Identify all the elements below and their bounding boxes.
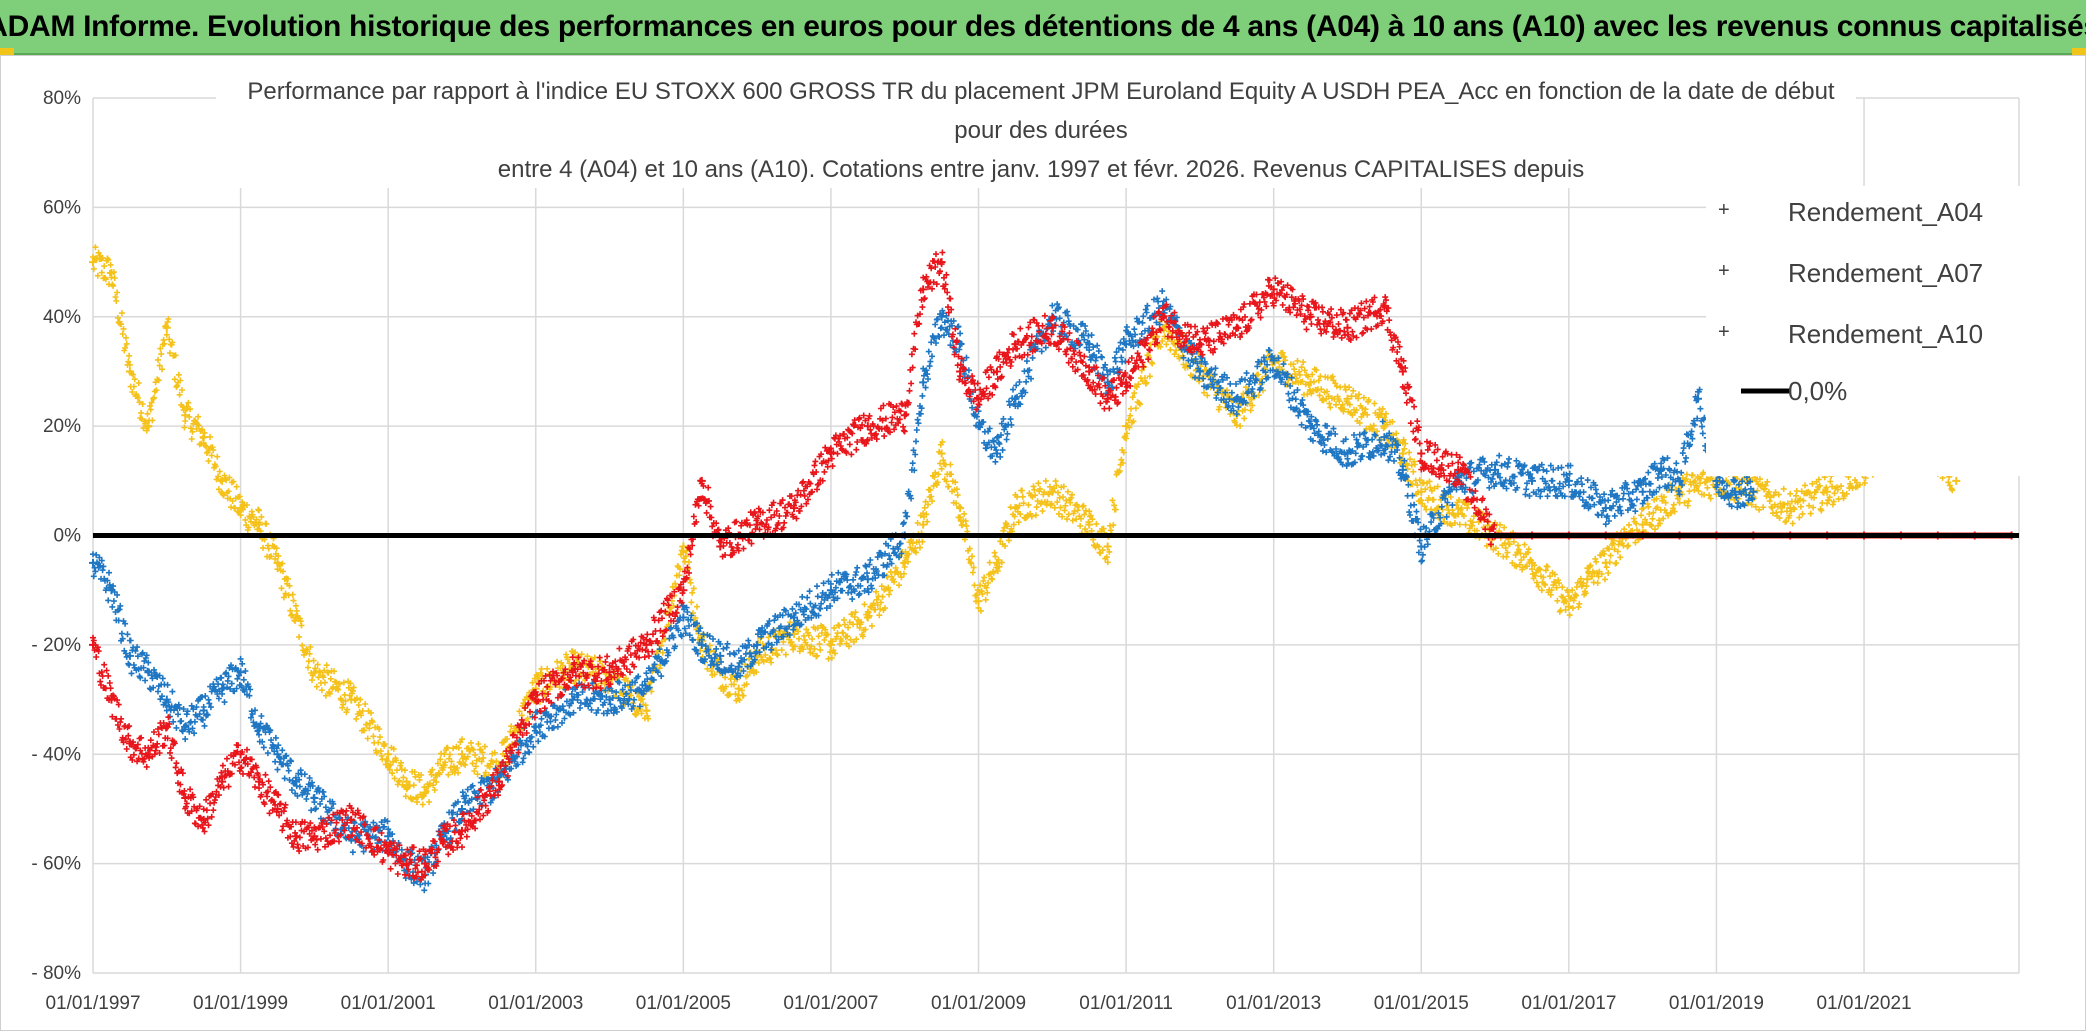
- series-a04: [89, 244, 1961, 808]
- legend-label-a04: Rendement_A04: [1788, 197, 1983, 227]
- y-tick-label: 0%: [54, 526, 82, 547]
- point-a04: [790, 629, 799, 638]
- legend-marker-a04: +: [1718, 199, 1730, 221]
- x-tick-label: 01/01/2001: [341, 993, 436, 1014]
- report-title: ADAM Informe. Evolution historique des p…: [0, 9, 2086, 43]
- chart-title-line-1: Performance par rapport à l'indice EU ST…: [247, 78, 1835, 105]
- banner-corner-left: [0, 48, 14, 55]
- y-tick-label: 80%: [43, 88, 81, 109]
- point-a04: [1952, 476, 1961, 485]
- x-tick-label: 01/01/1997: [45, 993, 140, 1014]
- point-a04: [679, 542, 688, 551]
- performance-chart: 80% 60% 40% 20% 0% - 20% - 40% - 60% - 80% 01/01/…: [31, 58, 2036, 1014]
- point-a10: [863, 422, 872, 431]
- x-tick-label: 01/01/2021: [1816, 993, 1911, 1014]
- x-tick-label: 01/01/2013: [1226, 993, 1321, 1014]
- y-tick-label: 60%: [43, 197, 81, 218]
- chart-legend: + Rendement_A04 + Rendement_A07 + Rendem…: [1706, 186, 2036, 476]
- chart-title-line-2: pour des durées: [954, 117, 1127, 144]
- chart-title-line-3: entre 4 (A04) et 10 ans (A10). Cotations…: [498, 156, 1584, 183]
- x-tick-label: 01/01/2003: [488, 993, 583, 1014]
- point-a04: [125, 367, 134, 376]
- x-tick-label: 01/01/2005: [636, 993, 731, 1014]
- point-a07: [1638, 487, 1647, 496]
- point-a04: [1583, 575, 1592, 584]
- point-a10: [900, 411, 909, 420]
- point-a04: [1638, 520, 1647, 529]
- point-a04: [384, 750, 393, 759]
- y-tick-label: - 40%: [31, 744, 81, 765]
- report-banner: ADAM Informe. Evolution historique des p…: [0, 0, 2086, 55]
- point-a04: [402, 777, 411, 786]
- legend-background: [1706, 186, 2036, 476]
- x-tick-label: 01/01/2019: [1669, 993, 1764, 1014]
- y-tick-label: - 20%: [31, 635, 81, 656]
- point-a04: [1103, 542, 1112, 551]
- point-a07: [716, 651, 725, 660]
- legend-label-a07: Rendement_A07: [1788, 258, 1983, 288]
- point-a04: [1564, 602, 1573, 611]
- series-a07: [89, 288, 1758, 894]
- point-a04: [1398, 449, 1407, 458]
- chart-frame: 80% 60% 40% 20% 0% - 20% - 40% - 60% - 80% 01/01/…: [0, 55, 2086, 1031]
- x-tick-label: 01/01/2011: [1079, 993, 1173, 1014]
- legend-marker-a10: +: [1718, 321, 1730, 343]
- scatter-cloud-a04: [90, 244, 1959, 808]
- y-tick-label: - 80%: [31, 963, 81, 984]
- x-tick-label: 01/01/2017: [1521, 993, 1616, 1014]
- point-a07: [919, 378, 928, 387]
- point-a07: [1085, 340, 1094, 349]
- y-tick-label: - 60%: [31, 854, 81, 875]
- chart-title: Performance par rapport à l'indice EU ST…: [216, 58, 1856, 188]
- x-tick-label: 01/01/1999: [193, 993, 288, 1014]
- point-a04: [919, 520, 928, 529]
- legend-label-zero: 0,0%: [1788, 376, 1847, 406]
- x-tick-label: 01/01/2007: [783, 993, 878, 1014]
- legend-marker-a07: +: [1718, 260, 1730, 282]
- point-a10: [1343, 323, 1352, 332]
- x-tick-label: 01/01/2009: [931, 993, 1026, 1014]
- legend-label-a10: Rendement_A10: [1788, 319, 1983, 349]
- banner-corner-right: [2072, 48, 2086, 55]
- point-a04: [181, 411, 190, 420]
- y-tick-label: 20%: [43, 416, 81, 437]
- y-tick-label: 40%: [43, 307, 81, 328]
- chart-title-background: [216, 58, 1856, 188]
- x-tick-label: 01/01/2015: [1374, 993, 1469, 1014]
- point-a10: [1417, 449, 1426, 458]
- point-a07: [1712, 476, 1721, 485]
- chart-axes: 80% 60% 40% 20% 0% - 20% - 40% - 60% - 80% 01/01/…: [31, 88, 1911, 1014]
- scatter-cloud-a07: [90, 288, 1756, 894]
